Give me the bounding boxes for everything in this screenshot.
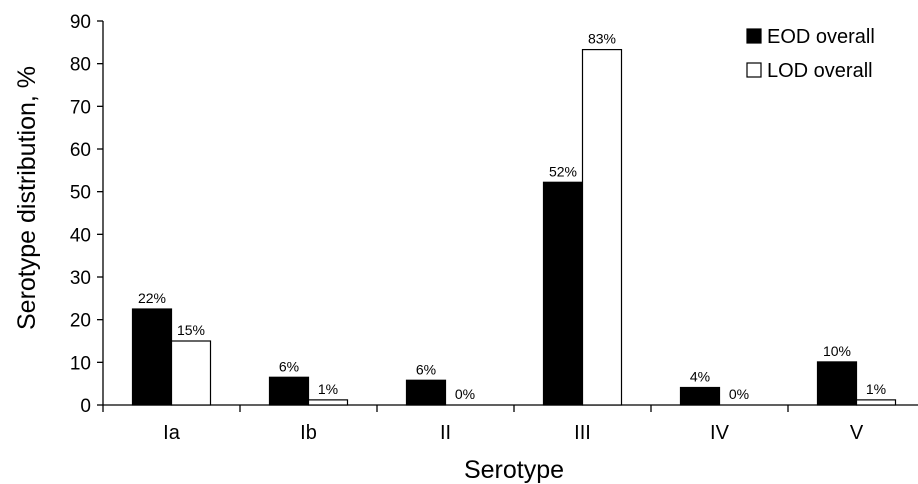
- y-tick-label: 10: [70, 353, 91, 374]
- x-tick-label: II: [440, 422, 451, 444]
- y-tick-label: 90: [70, 12, 91, 33]
- data-label: 22%: [138, 290, 166, 306]
- legend-swatch-eod: [746, 28, 762, 44]
- bar: [131, 308, 173, 406]
- y-tick-label: 60: [70, 140, 91, 161]
- legend-swatch-lod: [746, 62, 762, 78]
- data-label: 0%: [455, 386, 475, 402]
- y-axis: 0 10 20 30 40 50 60 70 80 90: [70, 12, 104, 417]
- y-tick-label: 70: [70, 97, 91, 118]
- bar: [855, 399, 897, 406]
- data-label: 6%: [416, 361, 436, 377]
- bar: [170, 340, 212, 406]
- x-tick-label: IV: [710, 422, 730, 444]
- bar: [581, 48, 623, 406]
- y-axis-title: Serotype distribution, %: [13, 66, 41, 330]
- x-tick-label: Ib: [300, 422, 317, 444]
- y-tick-label: 20: [70, 311, 91, 332]
- data-label: 83%: [588, 31, 616, 47]
- data-label: 1%: [318, 381, 338, 397]
- x-tick-label: III: [574, 422, 591, 444]
- legend-label-lod: LOD overall: [767, 60, 873, 82]
- data-label: 4%: [690, 369, 710, 385]
- bar: [542, 181, 584, 406]
- y-tick-label: 30: [70, 268, 91, 289]
- x-axis: Ia Ib II III IV V: [102, 404, 918, 444]
- bar: [679, 386, 721, 406]
- legend-label-eod: EOD overall: [767, 26, 875, 48]
- data-labels: 22% 15% 6% 1% 6% 0% 52% 83% 4% 0% 10% 1%: [138, 31, 886, 402]
- x-tick-label: V: [850, 422, 864, 444]
- y-tick-label: 40: [70, 225, 91, 246]
- y-tick-label: 50: [70, 183, 91, 204]
- bars: [131, 48, 897, 406]
- bar: [268, 376, 310, 406]
- data-label: 6%: [279, 358, 299, 374]
- data-label: 0%: [729, 386, 749, 402]
- y-tick-label: 80: [70, 55, 91, 76]
- data-label: 10%: [823, 343, 851, 359]
- x-axis-title: Serotype: [464, 456, 564, 484]
- bar: [405, 379, 447, 406]
- bar: [816, 361, 858, 406]
- x-tick-label: Ia: [163, 422, 181, 444]
- data-label: 1%: [866, 381, 886, 397]
- bar: [307, 399, 349, 406]
- y-tick-label: 0: [80, 396, 91, 417]
- data-label: 52%: [549, 163, 577, 179]
- legend: EOD overall LOD overall: [746, 26, 875, 82]
- data-label: 15%: [177, 322, 205, 338]
